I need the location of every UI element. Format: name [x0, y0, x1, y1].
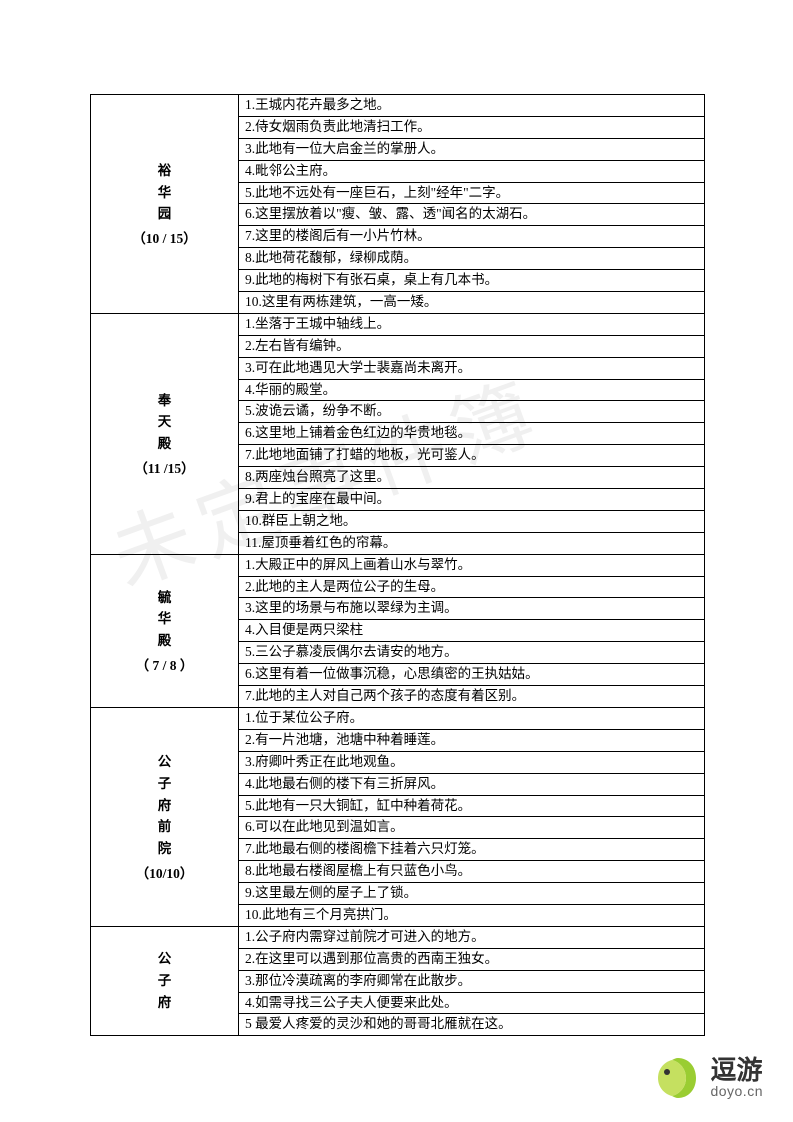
- description-cell: 5.三公子慕凌辰偶尔去请安的地方。: [239, 642, 705, 664]
- description-cell: 3.这里的场景与布施以翠绿为主调。: [239, 598, 705, 620]
- description-cell: 10.此地有三个月亮拱门。: [239, 904, 705, 926]
- section-name-char: 公: [93, 753, 236, 772]
- main-table: 裕华园（10 / 15）1.王城内花卉最多之地。2.侍女烟雨负责此地清扫工作。3…: [90, 94, 705, 1036]
- table-row: 裕华园（10 / 15）1.王城内花卉最多之地。: [91, 95, 705, 117]
- section-name-char: 府: [93, 994, 236, 1013]
- description-cell: 8.此地荷花馥郁，绿柳成荫。: [239, 248, 705, 270]
- section-name-char: 公: [93, 950, 236, 969]
- description-cell: 6.这里摆放着以"瘦、皱、露、透"闻名的太湖石。: [239, 204, 705, 226]
- section-count: （11 /15）: [93, 460, 236, 479]
- description-cell: 6.这里地上铺着金色红边的华贵地毯。: [239, 423, 705, 445]
- description-cell: 5.此地有一只大铜缸，缸中种着荷花。: [239, 795, 705, 817]
- section-name-char: 裕: [93, 162, 236, 181]
- section-name-cell: 毓华殿 （ 7 / 8 ）: [91, 554, 239, 707]
- description-cell: 4.如需寻找三公子夫人便要来此处。: [239, 992, 705, 1014]
- main-table-container: 裕华园（10 / 15）1.王城内花卉最多之地。2.侍女烟雨负责此地清扫工作。3…: [90, 94, 705, 1036]
- description-cell: 1.公子府内需穿过前院才可进入的地方。: [239, 926, 705, 948]
- table-row: 奉天殿（11 /15）1.坐落于王城中轴线上。: [91, 313, 705, 335]
- table-row: 毓华殿（ 7 / 8 ）1.大殿正中的屏风上画着山水与翠竹。: [91, 554, 705, 576]
- description-cell: 2.左右皆有编钟。: [239, 335, 705, 357]
- section-count: （ 7 / 8 ）: [93, 657, 236, 676]
- section-name-char: 华: [93, 610, 236, 629]
- table-row: 公子府1.公子府内需穿过前院才可进入的地方。: [91, 926, 705, 948]
- description-cell: 9.这里最左侧的屋子上了锁。: [239, 883, 705, 905]
- description-cell: 1.位于某位公子府。: [239, 707, 705, 729]
- description-cell: 9.此地的梅树下有张石桌，桌上有几本书。: [239, 270, 705, 292]
- description-cell: 4.此地最右侧的楼下有三折屏风。: [239, 773, 705, 795]
- section-name-char: 殿: [93, 632, 236, 651]
- description-cell: 10.群臣上朝之地。: [239, 510, 705, 532]
- description-cell: 2.有一片池塘，池塘中种着睡莲。: [239, 729, 705, 751]
- description-cell: 8.此地最右楼阁屋檐上有只蓝色小鸟。: [239, 861, 705, 883]
- section-name-char: 华: [93, 184, 236, 203]
- section-name-char: 殿: [93, 435, 236, 454]
- section-name-char: 前: [93, 818, 236, 837]
- description-cell: 2.在这里可以遇到那位高贵的西南王独女。: [239, 948, 705, 970]
- section-count: （10 / 15）: [93, 230, 236, 249]
- description-cell: 4.毗邻公主府。: [239, 160, 705, 182]
- description-cell: 5 最爱人疼爱的灵沙和她的哥哥北雁就在这。: [239, 1014, 705, 1036]
- section-name-char: 子: [93, 972, 236, 991]
- logo-cn-text: 逗游: [710, 1057, 763, 1083]
- site-logo: 逗游 doyo.cn: [654, 1054, 763, 1102]
- section-name-char: 院: [93, 840, 236, 859]
- description-cell: 6.这里有着一位做事沉稳，心思缜密的王执姑姑。: [239, 664, 705, 686]
- description-cell: 7.这里的楼阁后有一小片竹林。: [239, 226, 705, 248]
- description-cell: 1.大殿正中的屏风上画着山水与翠竹。: [239, 554, 705, 576]
- description-cell: 5.此地不远处有一座巨石，上刻"经年"二字。: [239, 182, 705, 204]
- table-row: 公子府前院（10/10）1.位于某位公子府。: [91, 707, 705, 729]
- description-cell: 3.此地有一位大启金兰的掌册人。: [239, 138, 705, 160]
- section-name-cell: 公子府: [91, 926, 239, 1035]
- description-cell: 1.王城内花卉最多之地。: [239, 95, 705, 117]
- section-name-cell: 裕华园 （10 / 15）: [91, 95, 239, 314]
- description-cell: 4.入目便是两只梁柱: [239, 620, 705, 642]
- section-name-char: 府: [93, 797, 236, 816]
- section-name-char: 毓: [93, 589, 236, 608]
- section-name-char: 天: [93, 413, 236, 432]
- section-name-char: 园: [93, 205, 236, 224]
- description-cell: 7.此地地面铺了打蜡的地板，光可鉴人。: [239, 445, 705, 467]
- description-cell: 5.波诡云谲，纷争不断。: [239, 401, 705, 423]
- description-cell: 9.君上的宝座在最中间。: [239, 489, 705, 511]
- description-cell: 11.屋顶垂着红色的帘幕。: [239, 532, 705, 554]
- description-cell: 7.此地的主人对自己两个孩子的态度有着区别。: [239, 686, 705, 708]
- logo-text-block: 逗游 doyo.cn: [710, 1057, 763, 1099]
- description-cell: 3.可在此地遇见大学士裴嘉尚未离开。: [239, 357, 705, 379]
- description-cell: 6.可以在此地见到温如言。: [239, 817, 705, 839]
- description-cell: 2.侍女烟雨负责此地清扫工作。: [239, 116, 705, 138]
- logo-icon: [654, 1054, 702, 1102]
- description-cell: 10.这里有两栋建筑，一高一矮。: [239, 292, 705, 314]
- section-name-cell: 公子府前院 （10/10）: [91, 707, 239, 926]
- description-cell: 3.那位冷漠疏离的李府卿常在此散步。: [239, 970, 705, 992]
- section-name-cell: 奉天殿 （11 /15）: [91, 313, 239, 554]
- description-cell: 2.此地的主人是两位公子的生母。: [239, 576, 705, 598]
- description-cell: 4.华丽的殿堂。: [239, 379, 705, 401]
- description-cell: 8.两座烛台照亮了这里。: [239, 467, 705, 489]
- section-name-char: 子: [93, 775, 236, 794]
- logo-en-text: doyo.cn: [710, 1083, 763, 1099]
- description-cell: 7.此地最右侧的楼阁檐下挂着六只灯笼。: [239, 839, 705, 861]
- section-name-char: 奉: [93, 392, 236, 411]
- description-cell: 3.府卿叶秀正在此地观鱼。: [239, 751, 705, 773]
- section-count: （10/10）: [93, 865, 236, 884]
- description-cell: 1.坐落于王城中轴线上。: [239, 313, 705, 335]
